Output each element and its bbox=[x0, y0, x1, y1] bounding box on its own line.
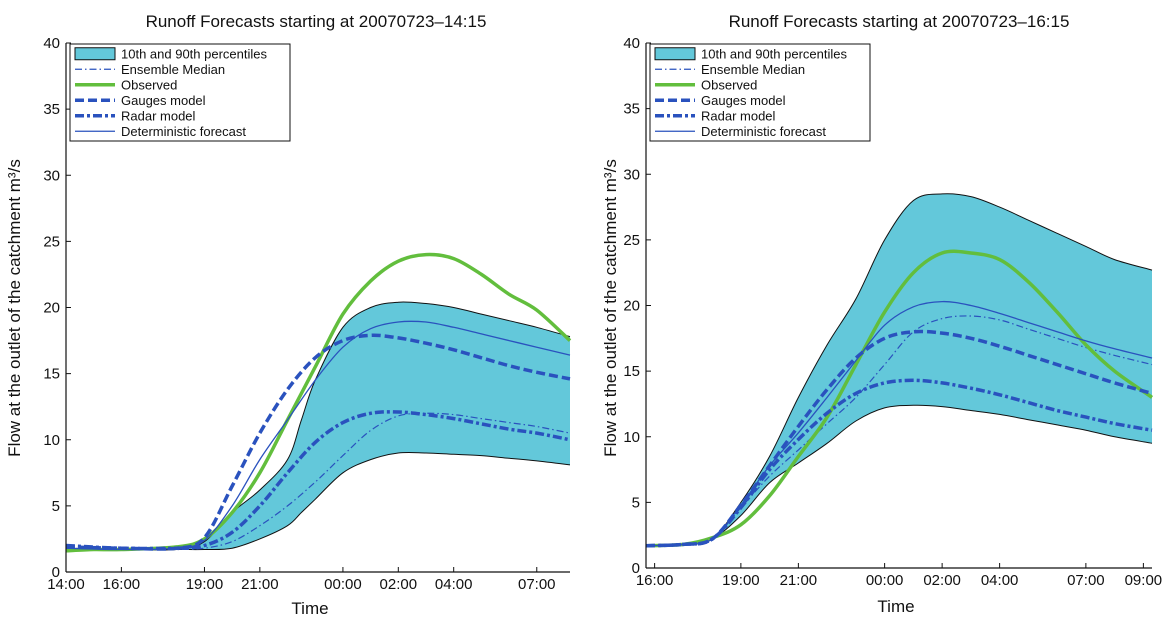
plot-area bbox=[65, 252, 572, 553]
series-line-observed bbox=[645, 249, 1154, 548]
legend-label: Ensemble Median bbox=[701, 62, 805, 77]
percentile-90-edge bbox=[65, 301, 571, 551]
legend-label: Deterministic forecast bbox=[121, 124, 246, 139]
x-tick-label: 04:00 bbox=[435, 576, 473, 593]
x-tick-label: 16:00 bbox=[636, 572, 674, 589]
y-tick-label: 30 bbox=[43, 167, 60, 184]
x-tick-label: 21:00 bbox=[780, 572, 818, 589]
y-tick-label: 10 bbox=[623, 429, 640, 446]
x-tick-label: 07:00 bbox=[518, 576, 556, 593]
chart-right: Runoff Forecasts starting at 20070723–16… bbox=[601, 12, 1162, 616]
y-tick-label: 25 bbox=[43, 233, 60, 250]
legend-label: Observed bbox=[121, 77, 177, 92]
x-tick-label: 14:00 bbox=[47, 576, 85, 593]
percentile-10-edge bbox=[65, 451, 571, 551]
y-tick-label: 40 bbox=[43, 35, 60, 52]
chart-title: Runoff Forecasts starting at 20070723–14… bbox=[146, 12, 487, 31]
legend-label: Radar model bbox=[121, 108, 196, 123]
x-tick-label: 16:00 bbox=[103, 576, 141, 593]
chart-left: Runoff Forecasts starting at 20070723–14… bbox=[5, 12, 572, 618]
y-tick-label: 5 bbox=[52, 498, 60, 515]
y-tick-label: 20 bbox=[43, 300, 60, 317]
percentile-10-edge bbox=[645, 404, 1153, 547]
x-tick-label: 00:00 bbox=[324, 576, 362, 593]
y-axis-label: Flow at the outlet of the catchment m³/s bbox=[5, 159, 24, 457]
y-tick-label: 0 bbox=[52, 564, 60, 581]
x-axis-label: Time bbox=[877, 597, 914, 616]
plot-area bbox=[645, 193, 1154, 548]
y-tick-label: 15 bbox=[623, 363, 640, 380]
x-tick-label: 09:00 bbox=[1125, 572, 1163, 589]
x-tick-label: 21:00 bbox=[241, 576, 279, 593]
legend-label: Gauges model bbox=[701, 93, 786, 108]
y-tick-label: 40 bbox=[623, 35, 640, 52]
series-line-radar-model bbox=[645, 378, 1153, 548]
percentile-band bbox=[66, 301, 570, 551]
series-line-deterministic-forecast bbox=[65, 320, 571, 551]
y-axis-label: Flow at the outlet of the catchment m³/s bbox=[601, 159, 620, 457]
chart-title: Runoff Forecasts starting at 20070723–16… bbox=[729, 12, 1070, 31]
legend-label: Radar model bbox=[701, 108, 776, 123]
series-line-ensemble-median bbox=[65, 412, 571, 551]
series-line-gauges-model bbox=[65, 333, 571, 551]
series-line-radar-model bbox=[65, 410, 571, 551]
x-tick-label: 00:00 bbox=[866, 572, 904, 589]
y-tick-label: 5 bbox=[632, 494, 640, 511]
legend-swatch-percentiles bbox=[74, 47, 116, 61]
legend-label: Gauges model bbox=[121, 93, 206, 108]
legend-label: 10th and 90th percentiles bbox=[701, 46, 847, 61]
x-tick-label: 19:00 bbox=[186, 576, 224, 593]
y-tick-label: 20 bbox=[623, 298, 640, 315]
y-tick-label: 30 bbox=[623, 166, 640, 183]
percentile-band bbox=[646, 193, 1152, 546]
y-tick-label: 0 bbox=[632, 560, 640, 577]
x-axis-label: Time bbox=[291, 599, 328, 618]
x-tick-label: 07:00 bbox=[1067, 572, 1105, 589]
x-tick-label: 02:00 bbox=[380, 576, 418, 593]
x-tick-label: 19:00 bbox=[722, 572, 760, 589]
x-tick-label: 04:00 bbox=[981, 572, 1019, 589]
legend-label: Observed bbox=[701, 77, 757, 92]
y-tick-label: 15 bbox=[43, 366, 60, 383]
y-tick-label: 35 bbox=[43, 101, 60, 118]
legend-label: Ensemble Median bbox=[121, 62, 225, 77]
legend-label: 10th and 90th percentiles bbox=[121, 46, 267, 61]
legend-swatch-percentiles bbox=[654, 47, 696, 61]
series-line-deterministic-forecast bbox=[645, 300, 1153, 547]
y-tick-label: 35 bbox=[623, 101, 640, 118]
y-tick-label: 10 bbox=[43, 432, 60, 449]
y-tick-label: 25 bbox=[623, 232, 640, 249]
x-tick-label: 02:00 bbox=[923, 572, 961, 589]
legend-label: Deterministic forecast bbox=[701, 124, 826, 139]
